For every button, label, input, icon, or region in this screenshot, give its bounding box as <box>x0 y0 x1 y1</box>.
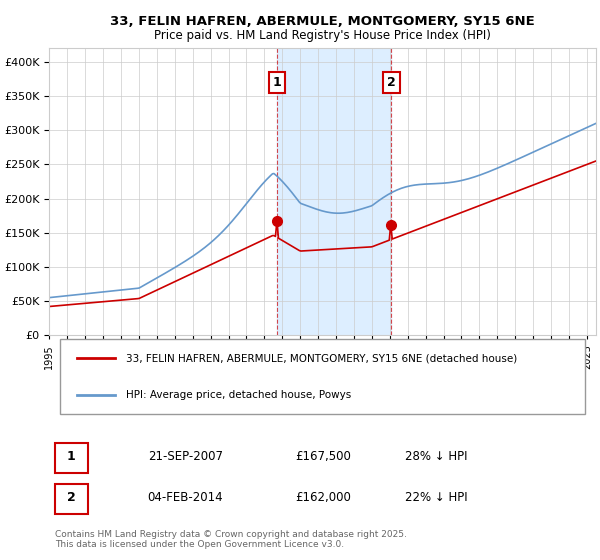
FancyBboxPatch shape <box>55 443 88 473</box>
Text: 2: 2 <box>387 76 396 89</box>
Text: 22% ↓ HPI: 22% ↓ HPI <box>404 492 467 505</box>
Text: Contains HM Land Registry data © Crown copyright and database right 2025.
This d: Contains HM Land Registry data © Crown c… <box>55 530 407 549</box>
Text: 28% ↓ HPI: 28% ↓ HPI <box>404 450 467 463</box>
Text: 04-FEB-2014: 04-FEB-2014 <box>148 492 223 505</box>
Text: 1: 1 <box>273 76 281 89</box>
Text: HPI: Average price, detached house, Powys: HPI: Average price, detached house, Powy… <box>126 390 351 400</box>
Text: 1: 1 <box>67 450 76 463</box>
Text: £167,500: £167,500 <box>295 450 351 463</box>
FancyBboxPatch shape <box>61 339 585 414</box>
Text: 2: 2 <box>67 492 76 505</box>
Text: £162,000: £162,000 <box>295 492 351 505</box>
Text: Price paid vs. HM Land Registry's House Price Index (HPI): Price paid vs. HM Land Registry's House … <box>154 29 491 41</box>
Text: 33, FELIN HAFREN, ABERMULE, MONTGOMERY, SY15 6NE: 33, FELIN HAFREN, ABERMULE, MONTGOMERY, … <box>110 15 535 28</box>
Text: 33, FELIN HAFREN, ABERMULE, MONTGOMERY, SY15 6NE (detached house): 33, FELIN HAFREN, ABERMULE, MONTGOMERY, … <box>126 353 517 363</box>
FancyBboxPatch shape <box>55 484 88 515</box>
Bar <box>277 48 391 335</box>
Text: 21-SEP-2007: 21-SEP-2007 <box>148 450 223 463</box>
